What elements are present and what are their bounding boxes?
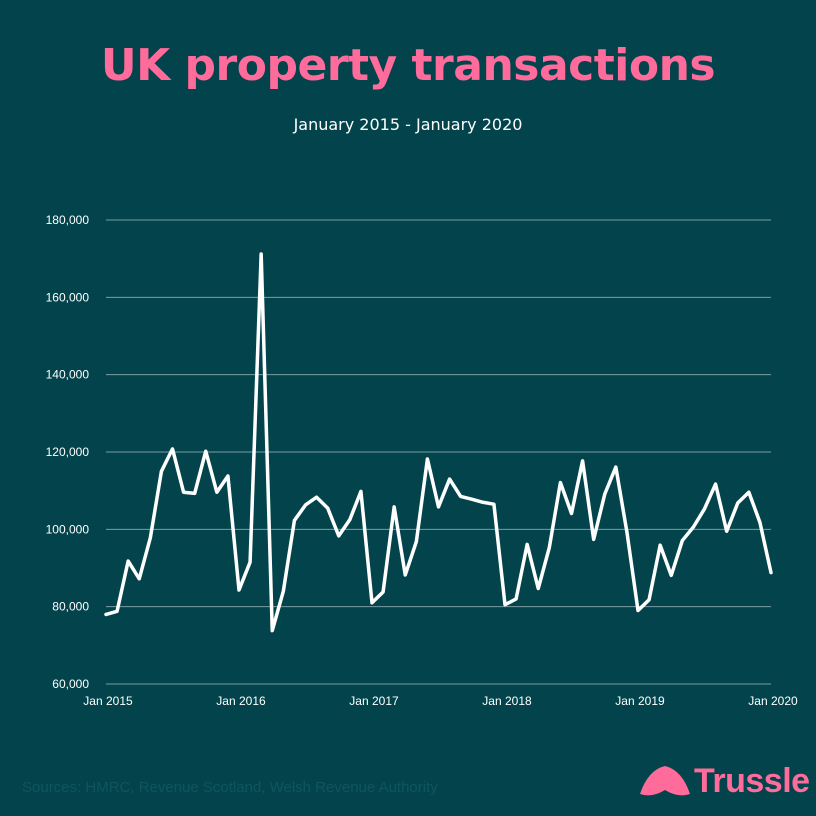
y-tick-label: 60,000 — [52, 677, 89, 691]
chart-subtitle: January 2015 - January 2020 — [293, 115, 523, 134]
x-tick-label: Jan 2018 — [482, 694, 532, 708]
series-group — [104, 252, 773, 633]
trussle-roof-icon — [640, 766, 690, 796]
x-axis-ticks: Jan 2015 Jan 2016 Jan 2017 Jan 2018 Jan 2019… — [83, 694, 798, 708]
y-tick-label: 140,000 — [46, 368, 90, 382]
brand-logo: Trussle — [638, 760, 810, 804]
x-tick-label: Jan 2017 — [349, 694, 399, 708]
series-line — [104, 252, 773, 633]
source-note: Sources: HMRC, Revenue Scotland, Welsh R… — [22, 779, 438, 796]
brand-name: Trussle — [694, 762, 810, 800]
y-tick-label: 100,000 — [46, 522, 90, 536]
x-tick-label: Jan 2016 — [216, 694, 266, 708]
chart-title: UK property transactions — [100, 40, 716, 91]
y-axis-ticks: 60,000 80,000 100,000 120,000 140,000 160,000… — [46, 213, 90, 691]
x-tick-label: Jan 2019 — [615, 694, 665, 708]
y-tick-label: 180,000 — [46, 213, 90, 227]
y-tick-label: 120,000 — [46, 445, 90, 459]
y-tick-label: 160,000 — [46, 290, 90, 304]
x-tick-label: Jan 2020 — [748, 694, 798, 708]
grid-lines — [106, 219, 771, 685]
y-tick-label: 80,000 — [52, 600, 89, 614]
x-tick-label: Jan 2015 — [83, 694, 133, 708]
